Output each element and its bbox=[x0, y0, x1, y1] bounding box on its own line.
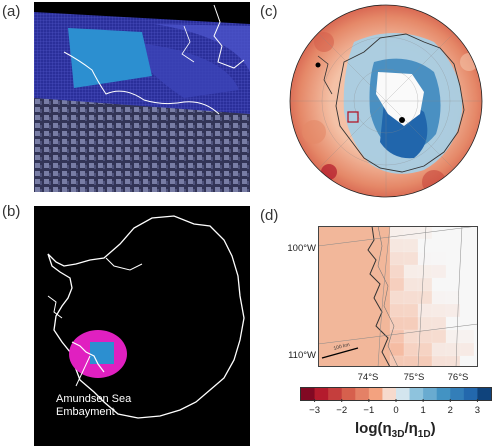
colorbar-tick-label: 0 bbox=[393, 405, 398, 416]
colorbar-cell bbox=[355, 388, 370, 400]
colorbar-cell bbox=[301, 388, 316, 400]
colorbar-tick-label: −3 bbox=[309, 405, 320, 416]
study-region-box bbox=[347, 111, 359, 123]
colorbar-tick-label: 3 bbox=[475, 405, 480, 416]
grid-cell bbox=[473, 238, 478, 253]
lat-label-74s: 74°S bbox=[358, 372, 379, 383]
grid-cell bbox=[473, 355, 478, 367]
lat-label-75s: 75°S bbox=[404, 372, 425, 383]
ase-label-line1: Amundsen Sea bbox=[56, 393, 132, 405]
colorbar-cell bbox=[409, 388, 424, 400]
lat-label-76s: 76°S bbox=[448, 372, 469, 383]
colorbar-cell bbox=[382, 388, 397, 400]
colorbar-tick-label: −1 bbox=[363, 405, 374, 416]
amundsen-refined-box bbox=[90, 342, 114, 364]
colorbar-label: log(η3D/η1D) bbox=[355, 420, 436, 440]
colorbar-cell bbox=[450, 388, 465, 400]
antarctica-coastline bbox=[47, 215, 245, 419]
grid-cell bbox=[473, 277, 478, 292]
annotation-pointer bbox=[75, 355, 91, 387]
ice-interior bbox=[376, 72, 424, 126]
panel-a-mesh-render bbox=[34, 2, 250, 192]
colorbar-cell bbox=[436, 388, 451, 400]
panel-b-letter: (b) bbox=[2, 203, 21, 220]
ase-label-line2: Embayment bbox=[56, 406, 115, 418]
panel-c-polar-map bbox=[284, 2, 492, 202]
colorbar-ticks: −3 −2 −1 0 1 2 3 bbox=[309, 399, 480, 416]
colorbar-tick-label: −2 bbox=[336, 405, 347, 416]
colorbar-cell bbox=[463, 388, 478, 400]
panel-d-frame bbox=[318, 226, 478, 367]
panel-d-zoomed-map: 100 km bbox=[318, 226, 478, 367]
panel-d-lon-labels: 100°W 110°W bbox=[287, 243, 316, 361]
panel-d-lat-labels: 74°S 75°S 76°S bbox=[358, 372, 469, 383]
grid-cell bbox=[473, 264, 478, 279]
panel-c-letter: (c) bbox=[260, 3, 278, 20]
grid-cell bbox=[473, 290, 478, 305]
panel-a-letter: (a) bbox=[2, 3, 21, 20]
colorbar-cell bbox=[423, 388, 438, 400]
colorbar-cell bbox=[328, 388, 343, 400]
scale-label: 100 km bbox=[333, 342, 350, 352]
refined-region bbox=[68, 28, 152, 88]
colorbar-cell bbox=[314, 388, 329, 400]
panel-b-antarctica-map: Amundsen Sea Embayment bbox=[34, 206, 250, 446]
grid-cell bbox=[473, 316, 478, 331]
panel-d-letter: (d) bbox=[260, 207, 279, 224]
colorbar-cell bbox=[341, 388, 356, 400]
lon-label-100w: 100°W bbox=[287, 243, 316, 254]
grid-cell bbox=[473, 329, 478, 344]
grid-cell bbox=[473, 342, 478, 357]
colorbar-cell bbox=[396, 388, 411, 400]
colorbar-tick-label: 2 bbox=[448, 405, 453, 416]
lon-label-110w: 110°W bbox=[288, 350, 316, 361]
grid-cell bbox=[473, 251, 478, 266]
grid-cell bbox=[473, 303, 478, 318]
colorbar-tick-label: 1 bbox=[420, 405, 425, 416]
grid-cell bbox=[473, 226, 478, 240]
colorbar-cell bbox=[368, 388, 383, 400]
colorbar-cell bbox=[477, 388, 491, 400]
